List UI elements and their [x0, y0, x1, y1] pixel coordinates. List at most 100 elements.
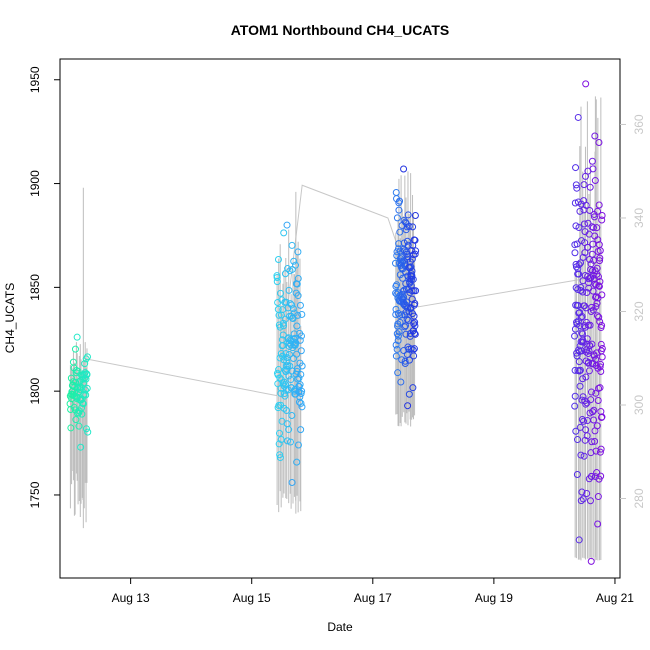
data-point: [295, 388, 303, 396]
data-point: [578, 488, 586, 496]
data-point: [403, 237, 411, 245]
data-point: [595, 138, 603, 146]
data-point: [392, 352, 400, 360]
data-point: [591, 132, 599, 140]
data-point: [292, 261, 300, 269]
data-point: [411, 236, 419, 244]
data-point: [582, 80, 590, 88]
data-point: [577, 200, 585, 208]
data-point: [411, 318, 419, 326]
data-point: [280, 322, 288, 330]
y-tick-label: 1800: [28, 377, 42, 404]
data-point: [576, 366, 584, 374]
data-point: [593, 299, 601, 307]
data-point: [590, 213, 598, 221]
data-point: [585, 255, 593, 263]
data-point: [588, 438, 596, 446]
data-point: [584, 219, 592, 227]
error-bars: [69, 96, 602, 561]
data-point: [399, 257, 407, 265]
data-point: [285, 286, 293, 294]
data-point: [72, 416, 80, 424]
data-point: [401, 218, 409, 226]
data-point: [577, 259, 585, 267]
data-point: [275, 311, 283, 319]
data-point: [281, 390, 289, 398]
data-point: [589, 408, 597, 416]
data-point: [577, 286, 585, 294]
data-point: [589, 165, 597, 173]
data-point: [411, 211, 419, 219]
data-point: [409, 223, 417, 231]
data-point: [296, 336, 304, 344]
data-point: [405, 222, 413, 230]
data-point: [297, 426, 305, 434]
data-point: [294, 311, 302, 319]
data-point: [401, 323, 409, 331]
y-axis: 1750 1800 1850 1900 1950: [28, 66, 60, 508]
data-point: [402, 322, 410, 330]
data-point: [596, 257, 604, 265]
data-point: [594, 396, 602, 404]
data-point: [298, 310, 306, 318]
data-point: [411, 322, 419, 330]
data-point: [82, 425, 90, 433]
right-tick-label: 320: [632, 301, 646, 321]
data-point: [577, 283, 585, 291]
x-tick-label: Aug 17: [354, 591, 392, 605]
data-point: [397, 261, 405, 269]
data-point: [575, 358, 583, 366]
data-point: [595, 282, 603, 290]
data-point: [589, 287, 597, 295]
data-point: [282, 350, 290, 358]
data-point: [578, 416, 586, 424]
data-point: [275, 429, 283, 437]
data-point: [401, 359, 409, 367]
data-point: [400, 165, 408, 173]
data-point: [402, 308, 410, 316]
data-point: [402, 330, 410, 338]
y-tick-label: 1750: [28, 481, 42, 508]
data-point: [596, 363, 604, 371]
data-point: [597, 367, 605, 375]
data-point: [590, 416, 598, 424]
data-point: [407, 263, 415, 271]
data-point: [597, 472, 605, 480]
data-point: [83, 353, 91, 361]
data-point: [571, 332, 579, 340]
plot-frame: [59, 58, 621, 579]
data-point: [298, 387, 306, 395]
data-point: [279, 319, 287, 327]
data-point: [404, 241, 412, 249]
data-point: [598, 345, 606, 353]
data-point: [79, 399, 87, 407]
data-point: [404, 402, 412, 410]
data-point: [403, 315, 411, 323]
data-point: [579, 375, 587, 383]
secondary-line: [82, 184, 585, 397]
data-point: [593, 264, 601, 272]
data-point: [579, 338, 587, 346]
data-point: [405, 308, 413, 316]
data-point: [395, 328, 403, 336]
data-point: [404, 211, 412, 219]
data-point: [408, 267, 416, 275]
right-axis: 280 300 320 340 360: [620, 114, 646, 509]
data-point: [410, 345, 418, 353]
data-point: [400, 347, 408, 355]
data-point: [403, 248, 411, 256]
data-point: [81, 360, 89, 368]
data-point: [588, 157, 596, 165]
data-point: [580, 452, 588, 460]
data-point: [297, 399, 305, 407]
data-point: [280, 229, 288, 237]
data-point: [594, 273, 602, 281]
data-point: [575, 261, 583, 269]
data-point: [285, 372, 293, 380]
data-point: [586, 183, 594, 191]
data-point: [283, 221, 291, 229]
data-point: [298, 362, 306, 370]
data-point: [587, 557, 595, 565]
data-point: [593, 207, 601, 215]
